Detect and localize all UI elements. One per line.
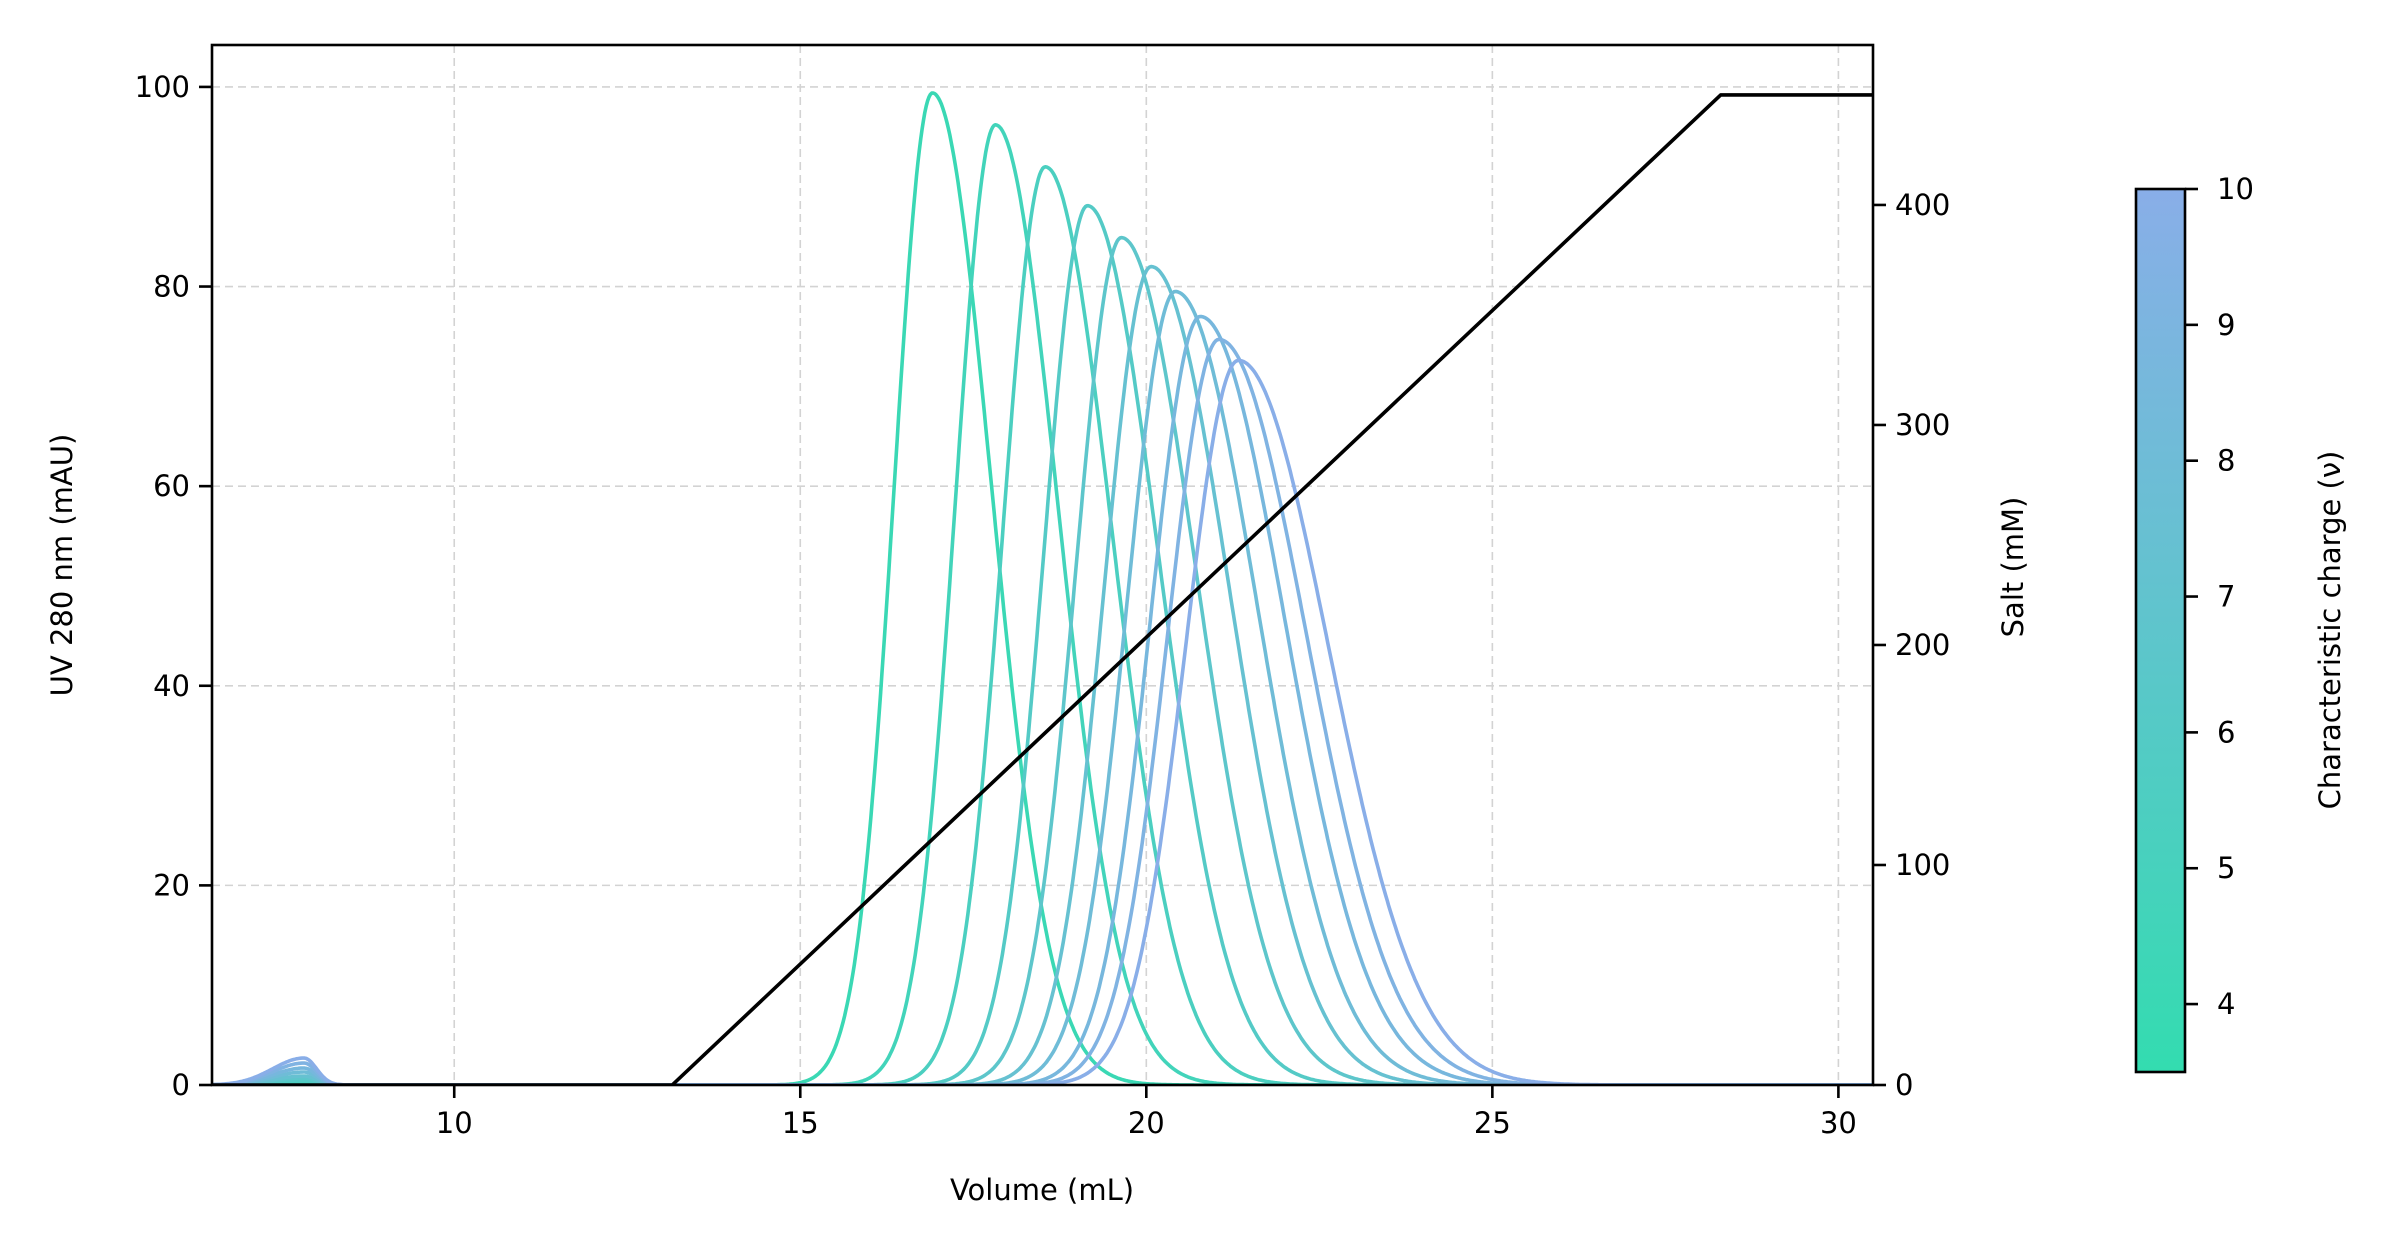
y-tick-label: 0	[172, 1068, 190, 1102]
colorbar-ticks: 4 5 6 7 8 9 10	[2185, 172, 2254, 1021]
colorbar-tick-label: 8	[2217, 444, 2235, 478]
y-tick-label: 80	[153, 270, 190, 304]
grid-lines	[212, 45, 1873, 1086]
uv-trace-line	[212, 91, 1873, 1085]
y-axis-ticks: 0 20 40 60 80 100	[135, 70, 212, 1102]
y-tick-label: 100	[135, 70, 190, 104]
y-axis-label: UV 280 nm (mAU)	[45, 434, 79, 697]
x-tick-label: 25	[1474, 1106, 1511, 1140]
y2-axis-ticks: 0 100 200 300 400	[1873, 188, 1950, 1102]
uv-traces	[212, 91, 1873, 1085]
colorbar-tick-label: 9	[2217, 308, 2235, 342]
y2-tick-label: 200	[1895, 628, 1950, 662]
colorbar-tick-label: 6	[2217, 715, 2235, 749]
plot-frame	[210, 43, 1875, 1087]
y2-tick-label: 400	[1895, 188, 1950, 222]
uv-trace-line	[212, 337, 1873, 1085]
uv-trace-line	[212, 165, 1873, 1085]
x-tick-label: 20	[1128, 1106, 1165, 1140]
colorbar-tick-label: 7	[2217, 580, 2235, 614]
colorbar-tick-label: 4	[2217, 987, 2235, 1021]
y2-tick-label: 0	[1895, 1068, 1913, 1102]
colorbar	[2134, 187, 2187, 1074]
colorbar-tick-label: 10	[2217, 172, 2254, 206]
salt-gradient-line	[212, 93, 1873, 1085]
x-tick-label: 30	[1820, 1106, 1857, 1140]
uv-trace-line	[212, 264, 1873, 1085]
x-axis-ticks: 10 15 20 25 30	[436, 1085, 1857, 1140]
x-axis-label: Volume (mL)	[950, 1173, 1134, 1207]
salt-gradient-path	[212, 93, 1873, 1085]
y2-tick-label: 100	[1895, 848, 1950, 882]
y2-tick-label: 300	[1895, 408, 1950, 442]
uv-trace-line	[212, 289, 1873, 1085]
colorbar-label: Characteristic charge (ν)	[2313, 451, 2347, 810]
y2-axis-label: Salt (mM)	[1996, 497, 2030, 638]
x-tick-label: 15	[782, 1106, 819, 1140]
y-tick-label: 20	[153, 868, 190, 902]
x-tick-label: 10	[436, 1106, 473, 1140]
uv-trace-line	[212, 235, 1873, 1085]
y-tick-label: 60	[153, 469, 190, 503]
colorbar-tick-label: 5	[2217, 851, 2235, 885]
y-tick-label: 40	[153, 669, 190, 703]
uv-trace-line	[212, 314, 1873, 1085]
uv-trace-line	[212, 123, 1873, 1085]
uv-trace-line	[212, 203, 1873, 1085]
uv-trace-line	[212, 358, 1873, 1085]
